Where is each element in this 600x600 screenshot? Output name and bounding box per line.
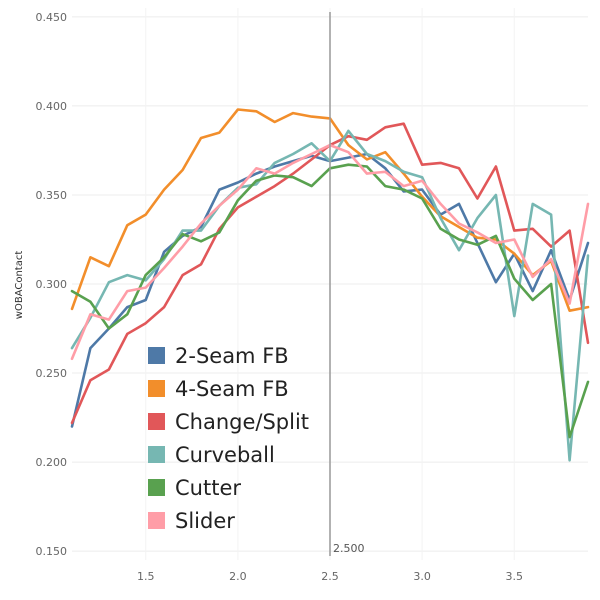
- legend-item-4-seam-fb[interactable]: 4-Seam FB: [148, 377, 289, 401]
- x-tick-label: 2.5: [321, 570, 339, 583]
- legend-swatch: [148, 512, 165, 529]
- y-tick-label: 0.350: [36, 189, 68, 202]
- legend-swatch: [148, 380, 165, 397]
- y-tick-label: 0.450: [36, 11, 68, 24]
- legend-item-curveball[interactable]: Curveball: [148, 443, 275, 467]
- legend-swatch: [148, 413, 165, 430]
- legend-item-change-split[interactable]: Change/Split: [148, 410, 309, 434]
- y-tick-label: 0.250: [36, 367, 68, 380]
- legend-label: Curveball: [175, 443, 275, 467]
- y-axis-ticks: 0.150 0.200 0.250 0.300 0.350 0.400 0.450: [36, 11, 68, 558]
- legend-label: 4-Seam FB: [175, 377, 289, 401]
- legend-label: Cutter: [175, 476, 241, 500]
- reference-line-label: 2.500: [333, 542, 365, 555]
- legend-label: 2-Seam FB: [175, 344, 289, 368]
- legend-label: Slider: [175, 509, 235, 533]
- x-tick-label: 1.5: [137, 570, 155, 583]
- y-axis-label: wOBAContact: [14, 251, 25, 320]
- y-tick-label: 0.400: [36, 100, 68, 113]
- x-tick-label: 3.0: [413, 570, 431, 583]
- legend-item-slider[interactable]: Slider: [148, 509, 235, 533]
- y-tick-label: 0.300: [36, 278, 68, 291]
- legend[interactable]: 2-Seam FB 4-Seam FB Change/Split Curveball C…: [148, 344, 309, 533]
- x-axis-ticks: 1.5 2.0 2.5 3.0 3.5: [137, 570, 523, 583]
- x-tick-label: 3.5: [506, 570, 524, 583]
- y-tick-label: 0.200: [36, 456, 68, 469]
- legend-label: Change/Split: [175, 410, 309, 434]
- x-tick-label: 2.0: [229, 570, 247, 583]
- legend-swatch: [148, 479, 165, 496]
- legend-swatch: [148, 347, 165, 364]
- legend-item-2-seam-fb[interactable]: 2-Seam FB: [148, 344, 289, 368]
- legend-swatch: [148, 446, 165, 463]
- legend-item-cutter[interactable]: Cutter: [148, 476, 241, 500]
- y-tick-label: 0.150: [36, 545, 68, 558]
